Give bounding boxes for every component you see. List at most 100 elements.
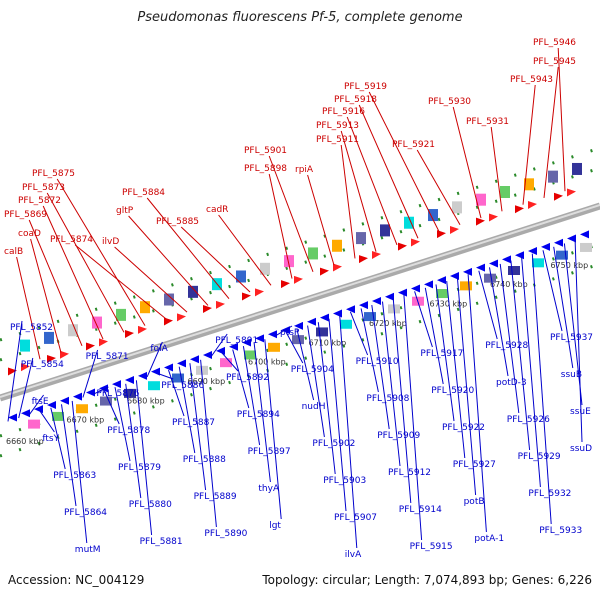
accession-text: Accession: NC_004129 — [8, 573, 145, 587]
reverse-gene-arrow — [359, 301, 368, 310]
reverse-gene-label: PFL_5878 — [107, 426, 150, 436]
forward-feature-box — [236, 270, 246, 283]
reverse-gene-label: PFL_5907 — [334, 513, 377, 523]
reverse-gene-label: PFL_5937 — [550, 333, 593, 343]
forward-gene-arrow — [242, 292, 251, 301]
reverse-feature-box — [100, 396, 112, 406]
reverse-gene-arrow — [216, 346, 225, 355]
forward-feature-box — [68, 324, 78, 337]
scale-label-6: 6720 kbp — [369, 319, 407, 328]
reverse-gene-arrow — [580, 230, 589, 239]
reverse-gene-arrow — [294, 321, 303, 330]
scale-label-2: 6680 kbp — [127, 396, 165, 405]
reverse-gene-label: folA — [150, 344, 168, 354]
reverse-leader-line — [28, 394, 45, 415]
forward-gene-label: PFL_5916 — [322, 107, 365, 117]
forward-gene-label: PFL_5913 — [316, 121, 359, 131]
forward-gene-arrow — [411, 238, 420, 247]
genome-backbone-highlight — [0, 204, 600, 398]
reverse-gene-arrow — [333, 309, 342, 318]
reverse-feature-box — [340, 319, 352, 329]
reverse-gene-arrow — [437, 276, 446, 285]
reverse-gene-label: PFL_5876 — [96, 389, 139, 399]
reverse-gene-arrow — [307, 317, 316, 326]
reverse-leader-line — [93, 386, 109, 395]
forward-leader-line — [268, 173, 293, 279]
reverse-gene-arrow — [489, 259, 498, 268]
reverse-gene-arrow — [60, 396, 69, 405]
reverse-gene-label: PFL_5864 — [64, 508, 107, 518]
forward-gene-arrow — [60, 350, 69, 359]
forward-leader-line — [307, 174, 335, 266]
forward-gene-label: PFL_5875 — [32, 169, 75, 179]
reverse-leader-line — [157, 373, 174, 380]
reverse-leader-line — [200, 359, 217, 528]
forward-leader-line — [346, 116, 398, 246]
reverse-gene-label: PFL_5903 — [323, 476, 366, 486]
reverse-leader-line — [382, 301, 401, 467]
reverse-leader-line — [82, 349, 99, 398]
forward-gene-label: PFL_5919 — [344, 82, 387, 92]
forward-feature-box — [452, 201, 462, 214]
reverse-leader-line — [242, 346, 261, 446]
reverse-gene-arrow — [164, 363, 173, 372]
forward-gene-label: calB — [4, 247, 23, 257]
forward-gene-label: PFL_5918 — [334, 95, 377, 105]
reverse-gene-arrow — [112, 380, 121, 389]
reverse-leader-line — [456, 277, 477, 496]
reverse-gene-arrow — [138, 371, 147, 380]
reverse-gene-arrow — [567, 234, 576, 243]
reverse-feature-box — [244, 350, 256, 360]
forward-gene-arrow — [398, 242, 407, 251]
forward-feature-box — [572, 162, 582, 175]
reverse-gene-label: PFL_5897 — [248, 447, 291, 457]
forward-gene-label: PFL_5945 — [533, 57, 576, 67]
forward-gene-label: PFL_5873 — [22, 183, 65, 193]
forward-feature-box — [404, 216, 414, 229]
reverse-gene-label: PFL_5928 — [485, 341, 528, 351]
reverse-gene-label: PFL_5863 — [53, 471, 96, 481]
reverse-leader-line — [339, 315, 358, 549]
forward-feature-box — [476, 193, 486, 206]
reverse-feature-box — [532, 258, 544, 268]
reverse-gene-label: potB — [464, 497, 485, 507]
reverse-leader-line — [371, 304, 390, 430]
reverse-feature-box — [508, 266, 520, 275]
reverse-gene-label: PFL_5880 — [129, 500, 172, 510]
reverse-gene-label: ssuD — [570, 444, 592, 454]
reverse-leader-line — [285, 332, 304, 364]
reverse-leader-line — [135, 380, 153, 536]
forward-gene-arrow — [47, 354, 56, 363]
reverse-gene-arrow — [242, 338, 251, 347]
reverse-gene-label: thyA — [258, 484, 280, 494]
forward-leader-line — [114, 246, 188, 313]
reverse-gene-arrow — [411, 284, 420, 293]
reverse-gene-arrow — [476, 263, 485, 272]
forward-gene-label: PFL_5943 — [510, 75, 553, 85]
reverse-leader-line — [424, 287, 444, 385]
reverse-feature-box — [172, 373, 184, 383]
forward-gene-arrow — [476, 217, 485, 226]
reverse-leader-line — [264, 339, 282, 520]
reverse-leader-line — [553, 246, 574, 369]
forward-gene-arrow — [437, 230, 446, 239]
forward-leader-line — [358, 104, 419, 239]
forward-gene-label: PFL_5885 — [156, 217, 199, 227]
reverse-gene-arrow — [528, 247, 537, 256]
reverse-gene-label: ftsE — [32, 397, 49, 407]
forward-gene-arrow — [164, 317, 173, 326]
reverse-leader-line — [189, 363, 207, 491]
genome-summary-text: Topology: circular; Length: 7,074,893 bp… — [262, 573, 592, 587]
forward-gene-label: ilvD — [102, 237, 119, 247]
forward-gene-label: PFL_5869 — [4, 210, 47, 220]
reverse-feature-box — [148, 381, 160, 391]
reverse-gene-arrow — [177, 359, 186, 368]
reverse-leader-line — [253, 342, 271, 483]
forward-gene-label: PFL_5930 — [428, 97, 471, 107]
reverse-gene-arrow — [34, 405, 43, 414]
scale-label-0: 6660 kbp — [6, 437, 44, 446]
forward-gene-arrow — [294, 275, 303, 284]
forward-gene-arrow — [554, 192, 563, 201]
forward-gene-arrow — [359, 255, 368, 264]
